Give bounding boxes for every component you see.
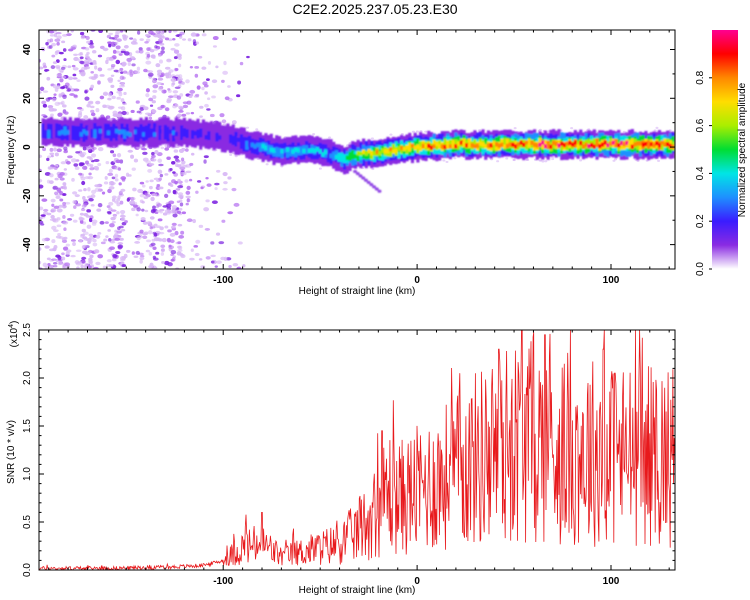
snr-series-line <box>39 330 675 570</box>
snr-ytick-label: 1.0 <box>22 467 33 481</box>
spectrogram-ytick-label: -40 <box>22 237 33 252</box>
spectrogram-heatmap <box>39 30 675 269</box>
snr-ytick-label: 1.5 <box>22 419 33 433</box>
spectrogram-xlabel: Height of straight line (km) <box>299 286 416 297</box>
spectrogram-ytick-label: 0 <box>22 144 33 150</box>
snr-ytick-label: 2.0 <box>22 371 33 385</box>
spectrogram-xtick-label: 0 <box>414 275 420 286</box>
snr-ylabel: SNR (10 * v/v) <box>6 420 17 484</box>
spectrogram-ytick-label: -20 <box>22 188 33 203</box>
colorbar-label: Normalized spectral amplitude <box>737 82 748 217</box>
snr-scale-label: (x104) <box>8 321 20 348</box>
colorbar-tick-label: 0.8 <box>695 70 706 84</box>
snr-ytick-label: 0.0 <box>22 563 33 577</box>
snr-panel: -100 0 100 0.0 0.5 1.0 1.5 2.0 2.5 Height of str… <box>6 321 676 596</box>
colorbar-gradient <box>712 30 738 269</box>
snr-ticks: -100 0 100 0.0 0.5 1.0 1.5 2.0 2.5 <box>22 323 675 587</box>
spectrogram-ylabel: Frequency (Hz) <box>6 116 17 185</box>
snr-xtick-label: 100 <box>603 576 620 587</box>
snr-ytick-label: 2.5 <box>22 323 33 337</box>
snr-frame <box>38 329 676 571</box>
snr-xtick-label: -100 <box>213 576 233 587</box>
spectrogram-xtick-label: 100 <box>603 275 620 286</box>
snr-xlabel: Height of straight line (km) <box>299 585 416 596</box>
spectrogram-ytick-label: 20 <box>22 92 33 104</box>
colorbar: 0.0 0.2 0.4 0.6 0.8 Normalized spectral ampl… <box>695 30 748 276</box>
colorbar-tick-label: 0.6 <box>695 118 706 132</box>
figure-title: C2E2.2025.237.05.23.E30 <box>292 1 457 17</box>
colorbar-ticks: 0.0 0.2 0.4 0.6 0.8 <box>695 70 712 276</box>
colorbar-tick-label: 0.4 <box>695 166 706 180</box>
colorbar-tick-label: 0.2 <box>695 214 706 228</box>
snr-ytick-label: 0.5 <box>22 515 33 529</box>
spectrogram-ytick-label: 40 <box>22 44 33 56</box>
snr-xtick-label: 0 <box>414 576 420 587</box>
spectrogram-frame <box>38 29 676 270</box>
spectrogram-ticks: -100 0 100 -40 -20 0 20 40 <box>22 30 675 286</box>
snr-scale-exponent: 4 <box>8 324 15 328</box>
spectrogram-panel: -100 0 100 -40 -20 0 20 40 Height of straight l… <box>6 29 676 297</box>
spectrogram-xtick-label: -100 <box>213 275 233 286</box>
colorbar-tick-label: 0.0 <box>695 262 706 276</box>
spectrogram-ridge <box>41 116 675 193</box>
